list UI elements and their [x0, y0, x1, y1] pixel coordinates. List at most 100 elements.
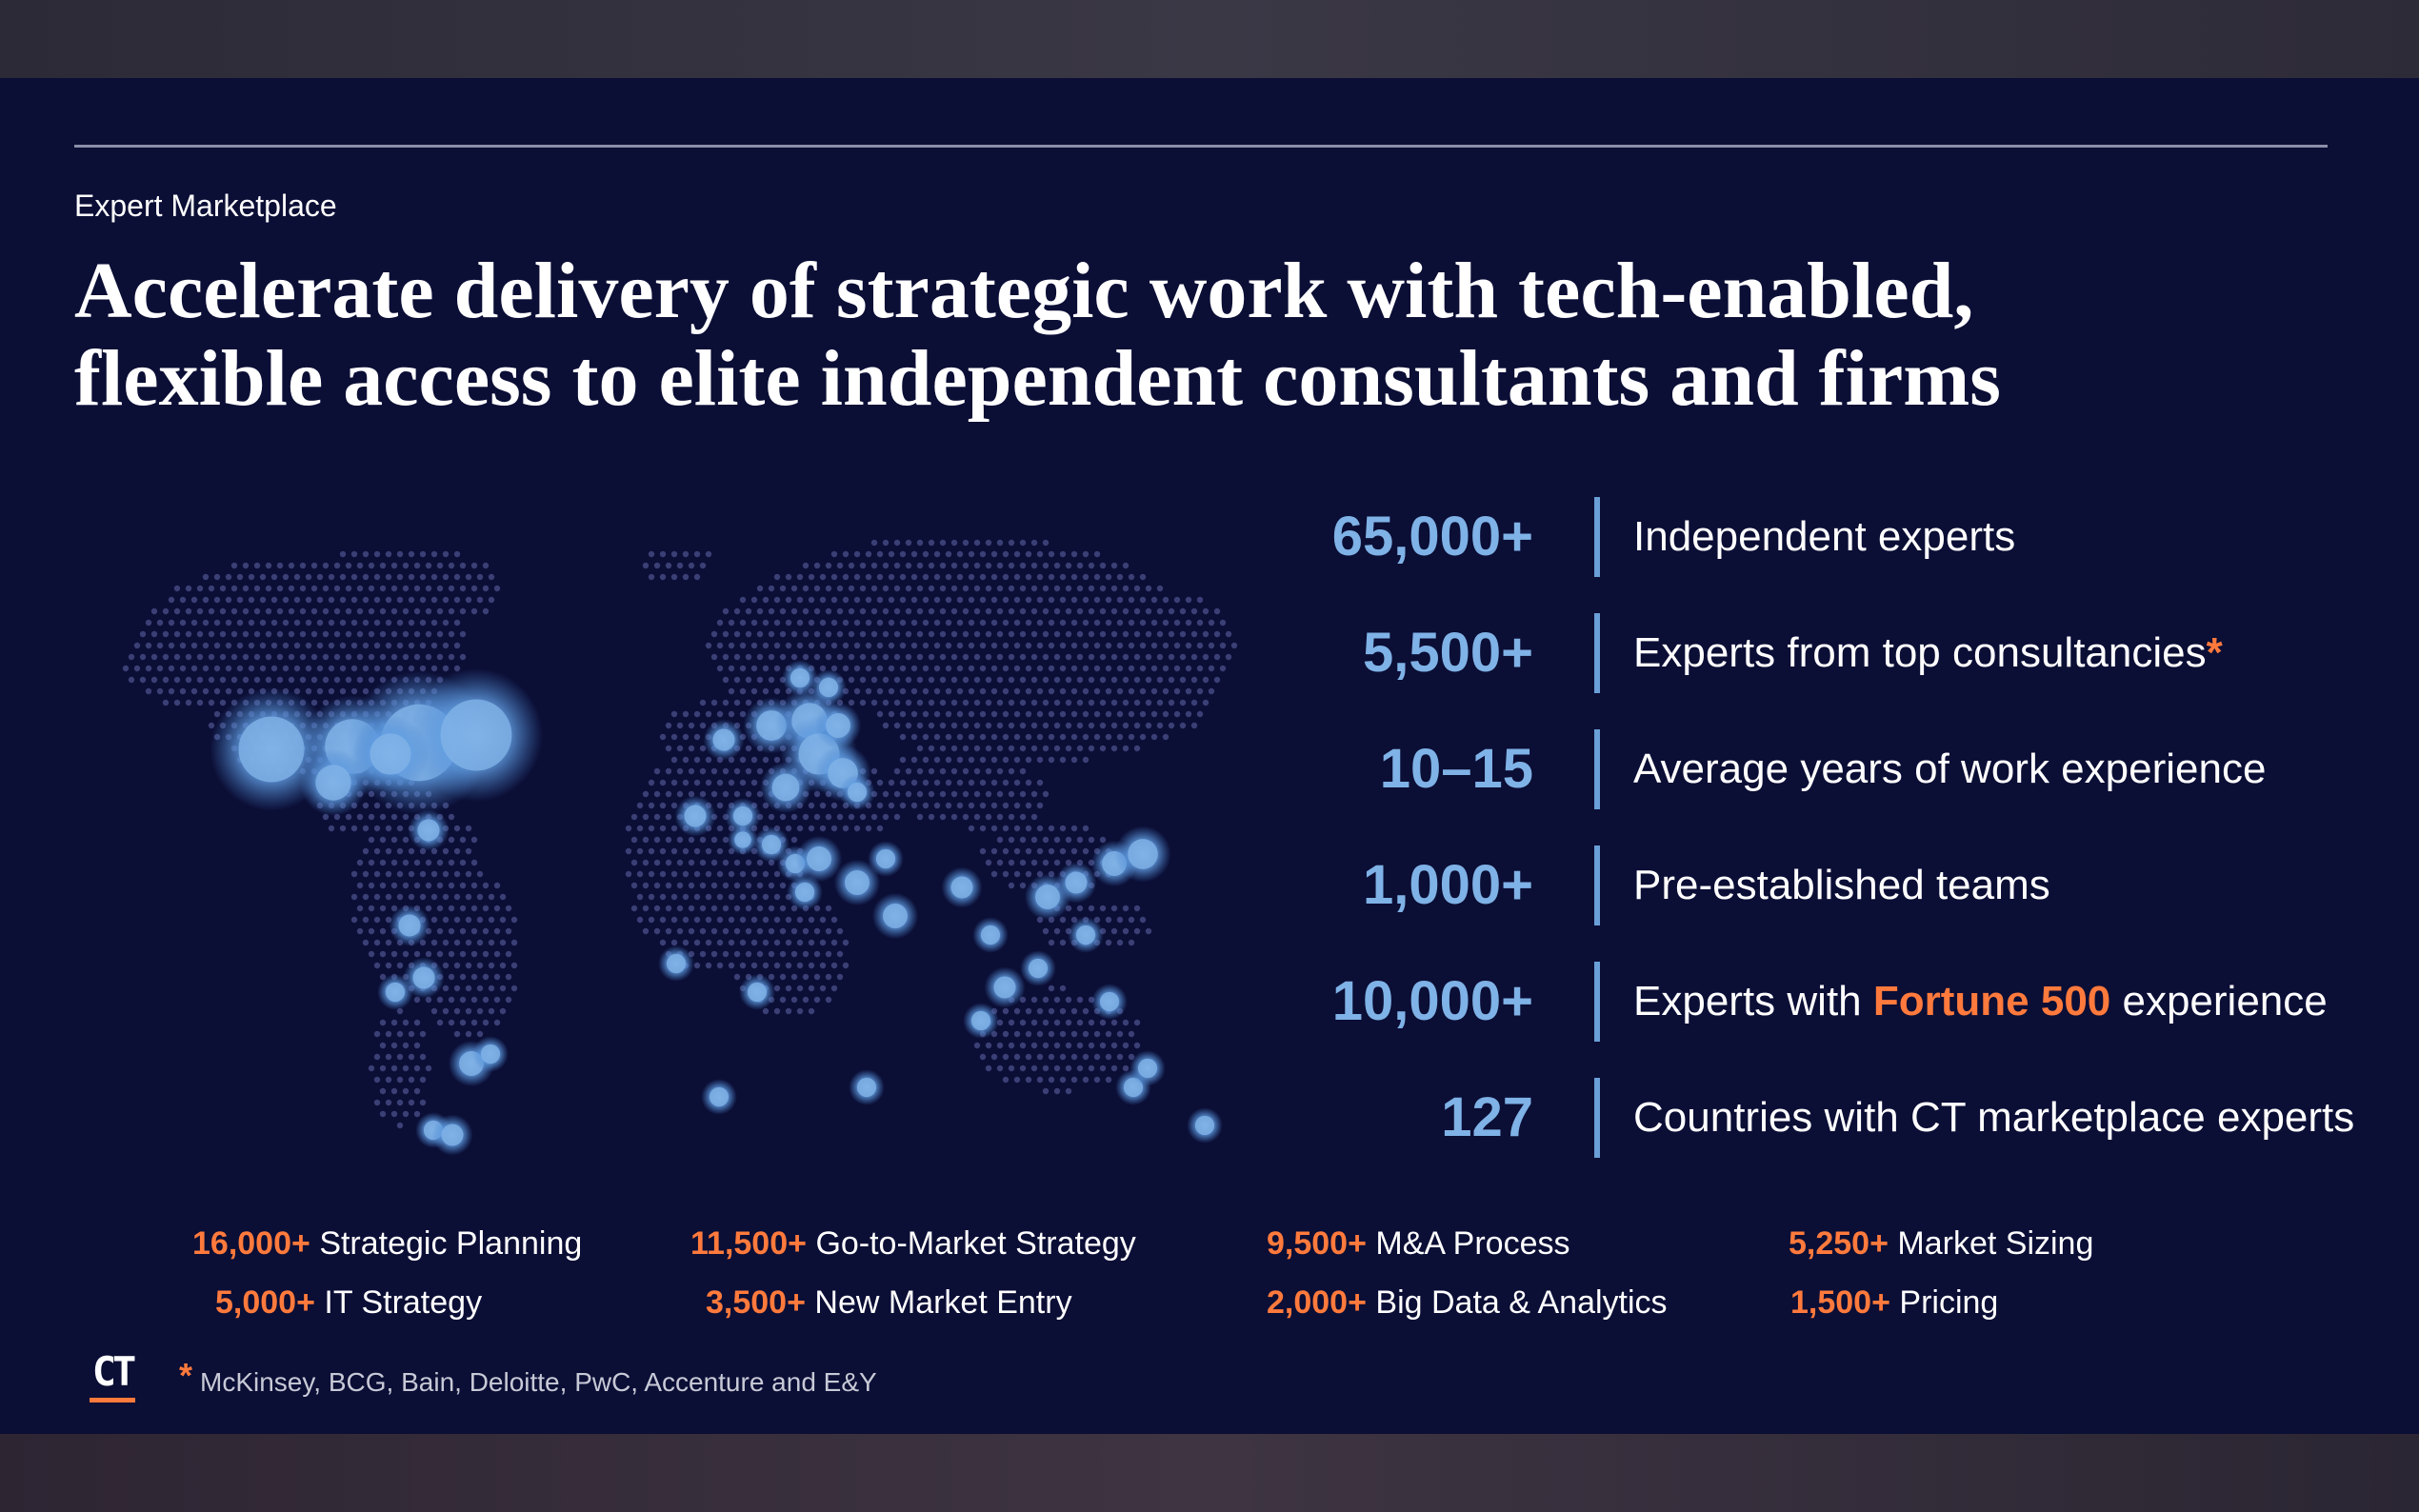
- map-dot: [722, 905, 730, 912]
- map-dot: [956, 550, 964, 558]
- map-dot: [385, 665, 392, 672]
- map-dot: [985, 790, 992, 798]
- map-dot: [1179, 699, 1187, 706]
- map-dot: [1036, 710, 1044, 718]
- map-dot: [1190, 699, 1198, 706]
- map-dot: [139, 653, 147, 661]
- map-dot: [1122, 562, 1130, 569]
- hotspot: [790, 667, 810, 688]
- map-dot: [665, 836, 672, 844]
- map-dot: [768, 653, 775, 661]
- map-dot: [1099, 653, 1107, 661]
- map-dot: [368, 607, 375, 615]
- map-dot: [1133, 905, 1141, 912]
- map-dot: [825, 996, 832, 1004]
- map-dot: [682, 847, 690, 855]
- map-dot: [745, 653, 752, 661]
- map-dot: [1116, 573, 1124, 581]
- map-dot: [1019, 1064, 1027, 1072]
- map-dot: [642, 836, 650, 844]
- map-dot: [985, 767, 992, 775]
- map-dot: [1122, 722, 1130, 729]
- map-dot: [842, 550, 850, 558]
- map-dot: [1025, 642, 1032, 649]
- map-dot: [339, 687, 347, 695]
- map-dot: [1099, 836, 1107, 844]
- map-dot: [665, 745, 672, 752]
- map-dot: [213, 710, 221, 718]
- map-dot: [973, 699, 981, 706]
- map-dot: [1122, 1042, 1130, 1049]
- map-dot: [996, 836, 1004, 844]
- map-dot: [1105, 1076, 1112, 1084]
- map-dot: [1133, 699, 1141, 706]
- map-dots: [122, 539, 1238, 1129]
- map-dot: [1076, 630, 1084, 638]
- map-dot: [453, 847, 461, 855]
- map-dot: [1059, 642, 1067, 649]
- map-dot: [505, 996, 512, 1004]
- map-dot: [276, 653, 284, 661]
- map-dot: [499, 893, 507, 901]
- map-dot: [768, 927, 775, 935]
- map-dot: [442, 870, 450, 878]
- map-dot: [682, 550, 690, 558]
- map-dot: [368, 950, 375, 958]
- map-dot: [442, 1007, 450, 1015]
- map-dot: [1128, 596, 1135, 604]
- map-dot: [465, 870, 472, 878]
- map-dot: [1053, 722, 1061, 729]
- map-dot: [910, 550, 918, 558]
- map-dot: [448, 1019, 455, 1026]
- map-dot: [996, 630, 1004, 638]
- map-dot: [808, 642, 815, 649]
- map-dot: [1105, 687, 1112, 695]
- map-dot: [1190, 607, 1198, 615]
- map-dot: [373, 825, 381, 832]
- map-dot: [705, 939, 712, 946]
- map-dot: [322, 653, 330, 661]
- map-dot: [459, 996, 467, 1004]
- map-dot: [865, 619, 872, 627]
- map-dot: [402, 882, 410, 889]
- map-dot: [402, 585, 410, 592]
- map-dot: [836, 562, 844, 569]
- map-dot: [985, 676, 992, 684]
- map-dot: [1025, 1053, 1032, 1061]
- map-dot: [390, 1064, 398, 1072]
- map-dot: [213, 619, 221, 627]
- map-dot: [893, 722, 901, 729]
- map-dot: [270, 573, 278, 581]
- map-dot: [442, 916, 450, 924]
- map-dot: [373, 893, 381, 901]
- stat-label: Experts with Fortune 500 experience: [1633, 978, 2328, 1025]
- map-dot: [356, 927, 364, 935]
- stat-divider: [1594, 846, 1600, 925]
- map-dot: [368, 1064, 375, 1072]
- map-dot: [156, 687, 164, 695]
- map-dot: [1042, 1019, 1050, 1026]
- map-dot: [265, 585, 272, 592]
- map-dot: [813, 973, 821, 981]
- map-dot: [830, 825, 838, 832]
- map-dot: [1053, 1019, 1061, 1026]
- map-dot: [299, 653, 307, 661]
- map-dot: [802, 585, 810, 592]
- map-dot: [419, 870, 427, 878]
- map-dot: [1110, 1019, 1118, 1026]
- map-dot: [379, 585, 387, 592]
- map-dot: [636, 893, 644, 901]
- map-dot: [722, 859, 730, 866]
- hotspot: [826, 713, 850, 738]
- map-dot: [1019, 562, 1027, 569]
- map-dot: [716, 802, 724, 809]
- map-dot: [1002, 596, 1010, 604]
- map-dot: [888, 596, 895, 604]
- map-dot: [236, 573, 244, 581]
- map-dot: [979, 1053, 987, 1061]
- map-dot: [1036, 596, 1044, 604]
- map-dot: [310, 562, 318, 569]
- map-dot: [676, 882, 684, 889]
- map-dot: [928, 790, 935, 798]
- map-dot: [945, 665, 952, 672]
